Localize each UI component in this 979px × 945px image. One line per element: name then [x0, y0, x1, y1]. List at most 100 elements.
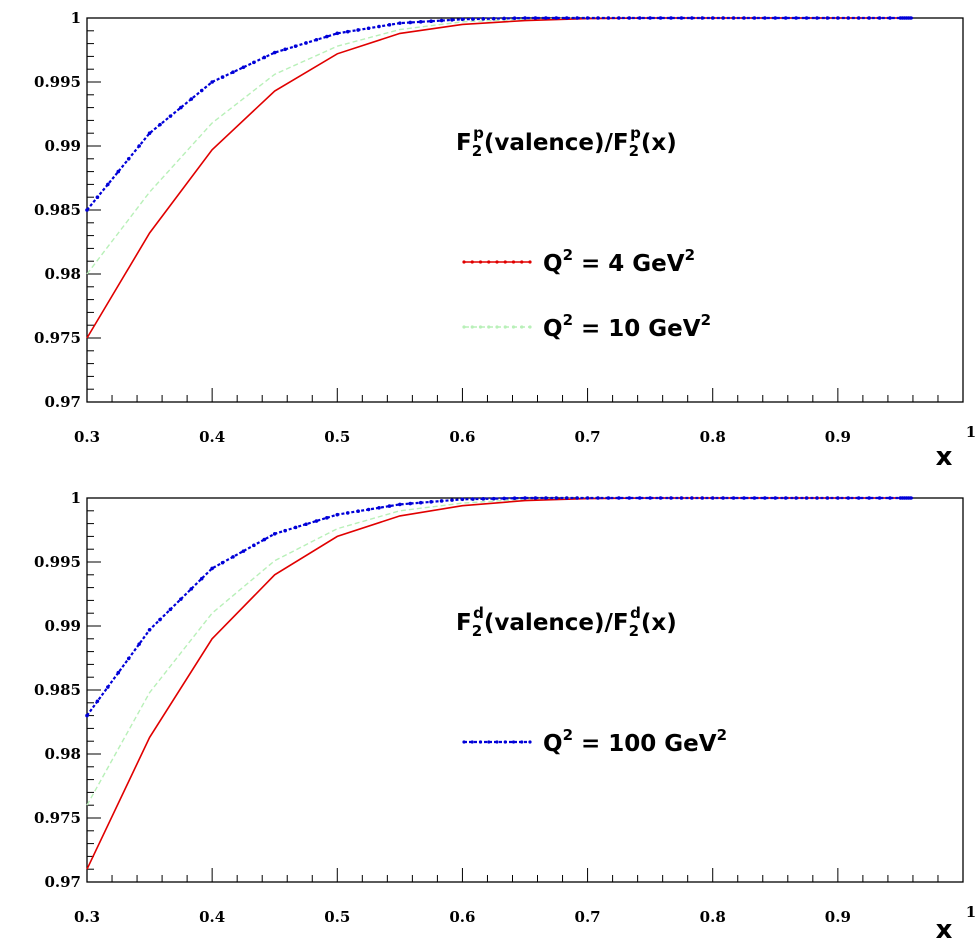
series-point-q100	[731, 16, 736, 20]
series-point-q100	[544, 16, 548, 20]
series-point-q100	[658, 496, 663, 500]
y-tick-label: 1	[71, 489, 81, 507]
series-point-q100	[804, 16, 809, 20]
series-point-q100	[147, 628, 152, 632]
x-axis-title: x	[936, 442, 953, 472]
series-point-q100	[564, 496, 569, 500]
series-point-q100	[544, 496, 548, 500]
series-point-q100	[168, 607, 173, 612]
x-tick-label: 0.5	[324, 428, 350, 446]
y-tick-label: 0.975	[34, 809, 81, 827]
series-point-q100	[752, 496, 757, 500]
x-tick-label: 0.4	[199, 428, 225, 446]
series-point-q100	[575, 496, 579, 500]
series-point-q100	[272, 50, 277, 55]
series-point-q100	[210, 566, 214, 571]
series-point-q100	[690, 16, 694, 20]
series-point-q100	[575, 16, 579, 20]
series-point-q100	[262, 537, 267, 542]
plot-frame	[86, 497, 964, 883]
panel-top: 0.97 0.975 0.98 0.985 0.99 0.995 1 0.3 0.4 0.5 0.6…	[34, 9, 976, 472]
series-point-q100	[606, 496, 611, 500]
series-point-q100	[220, 560, 225, 565]
series-point-q100	[637, 496, 642, 500]
series-point-q100	[398, 21, 402, 25]
series-point-q100	[794, 16, 798, 20]
y-tick-label: 0.985	[34, 201, 81, 219]
series-point-q100	[783, 16, 788, 20]
legend-swatch-marker	[470, 740, 474, 744]
legend-swatch-marker	[495, 740, 499, 744]
legend-swatch-marker	[487, 260, 491, 264]
x-tick-label: 1	[966, 903, 976, 921]
series-point-q100	[690, 496, 694, 500]
legend-swatch-marker	[503, 740, 507, 744]
series-point-q100	[429, 500, 433, 504]
series-point-q100	[116, 169, 121, 174]
series-point-q100	[450, 498, 454, 502]
legend-swatch-marker	[462, 260, 466, 264]
series-point-q100	[418, 500, 423, 505]
series-point-q100	[85, 713, 89, 718]
series-point-q100	[815, 16, 819, 20]
series-point-q100	[116, 670, 121, 675]
series-point-q100	[752, 16, 757, 20]
legend-swatch-marker	[462, 740, 466, 744]
series-point-q100	[106, 182, 110, 187]
panel-title: F2p(valence)/F2p(x)	[456, 124, 677, 160]
series-point-q100	[293, 44, 298, 48]
legend-swatch-marker	[495, 325, 499, 329]
y-tick-label: 0.975	[34, 329, 81, 347]
series-point-q100	[669, 496, 673, 500]
x-tick-label: 0.8	[700, 908, 726, 926]
series-point-q100	[825, 16, 830, 20]
series-point-q100	[168, 114, 173, 118]
series-point-q100	[199, 576, 204, 581]
series-point-q100	[345, 511, 350, 515]
series-point-q100	[877, 496, 882, 500]
x-tick-label: 0.3	[74, 908, 100, 926]
y-tick-label: 0.98	[44, 265, 81, 283]
series-point-q100	[710, 496, 715, 500]
legend-swatch-marker	[487, 740, 491, 744]
series-point-q100	[429, 19, 433, 24]
series-point-q100	[147, 131, 152, 135]
series-point-q100	[137, 144, 141, 148]
legend-swatch-marker	[478, 260, 483, 264]
series-point-q100	[856, 496, 861, 500]
series-point-q100	[408, 501, 413, 506]
series-point-q100	[742, 496, 746, 500]
series-point-q100	[617, 496, 621, 500]
legend-swatch-marker	[520, 325, 524, 329]
series-point-q100	[825, 496, 830, 500]
series-point-q100	[335, 31, 340, 36]
legend-label-q100: Q2 = 100 GeV2	[543, 726, 727, 757]
series-point-q100	[418, 20, 423, 24]
series-point-q100	[783, 496, 788, 500]
series-point-q100	[377, 506, 381, 510]
series-point-q100	[179, 597, 183, 601]
series-point-q100	[241, 549, 246, 553]
series-point-q100	[794, 496, 798, 500]
legend-swatch-marker	[462, 325, 466, 329]
series-point-q100	[523, 16, 527, 20]
series-point-q100	[773, 16, 778, 20]
legend-label-q4: Q2 = 4 GeV2	[543, 246, 695, 277]
legend-swatch-marker	[503, 260, 507, 264]
series-point-q100	[471, 497, 475, 501]
series-point-q100	[679, 16, 684, 20]
series-point-q100	[179, 105, 183, 110]
series-point-q100	[137, 642, 141, 646]
series-point-q100	[325, 34, 329, 39]
series-point-q100	[481, 497, 486, 501]
series-point-q100	[658, 16, 663, 20]
x-tick-label: 0.9	[825, 428, 851, 446]
legend-swatch-marker	[520, 260, 524, 264]
series-point-q100	[836, 496, 840, 500]
series-line-q4	[86, 497, 913, 870]
series-point-q100	[627, 16, 632, 20]
series-point-q100	[304, 522, 308, 527]
series-point-q100	[648, 16, 652, 20]
series-point-q100	[679, 496, 684, 500]
